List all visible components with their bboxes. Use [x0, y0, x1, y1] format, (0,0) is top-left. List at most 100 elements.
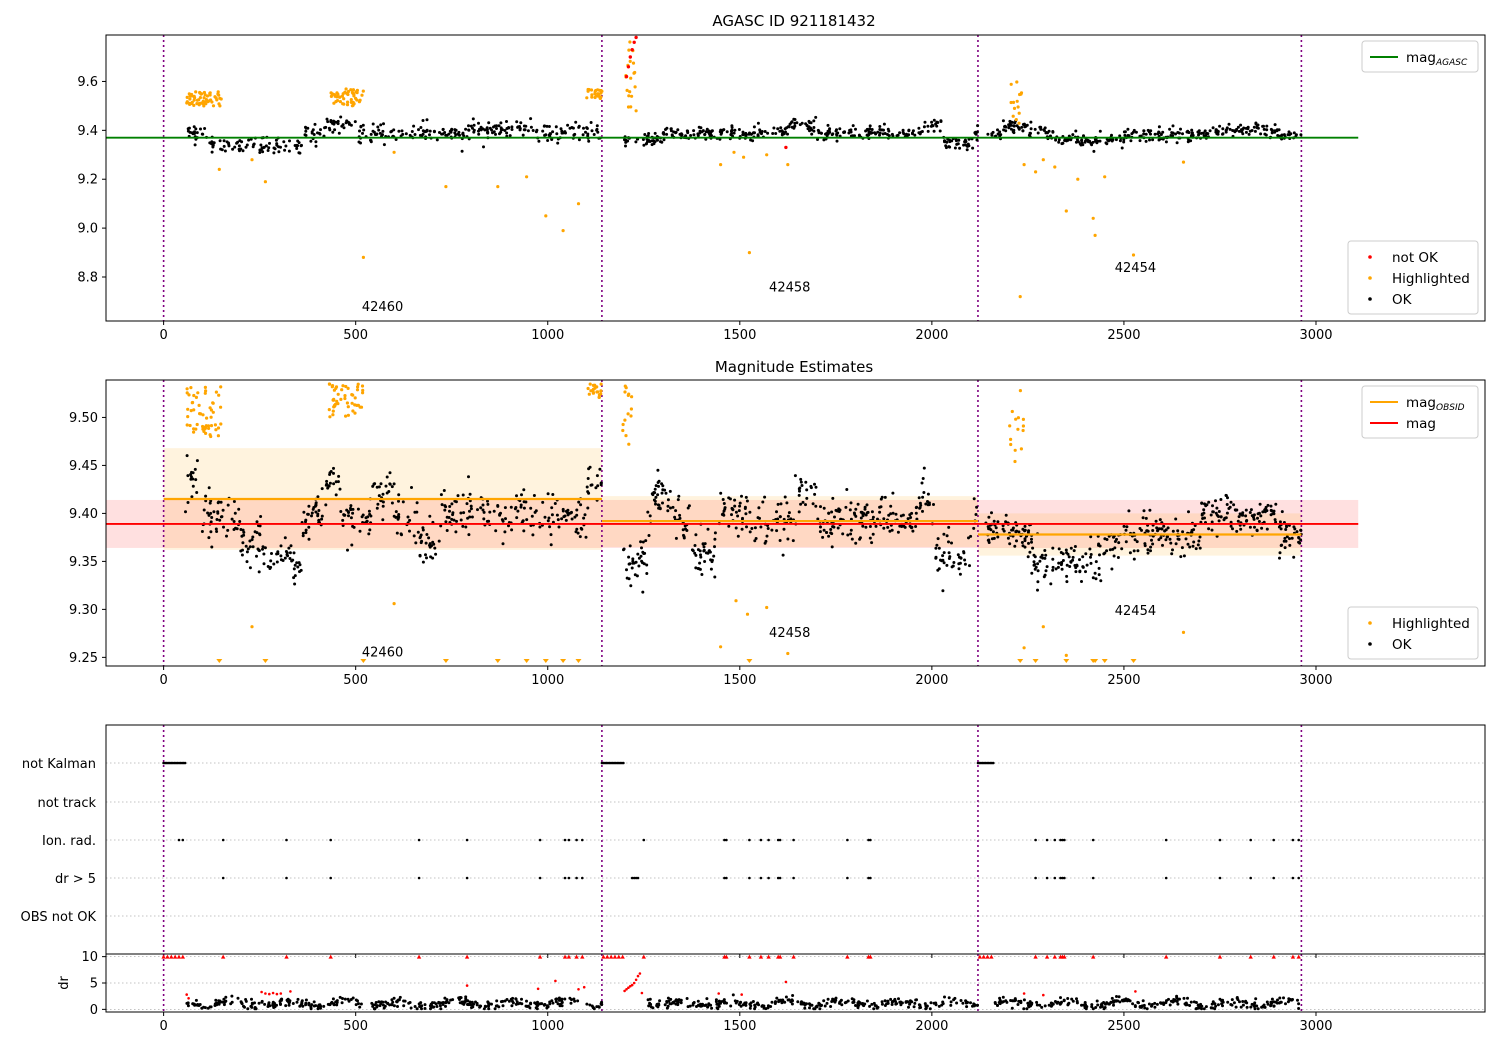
agasc-ok-point — [237, 144, 241, 148]
estimates-ok-point — [444, 520, 448, 524]
dr-ok-point — [934, 1001, 938, 1005]
estimates-ok-point — [1264, 505, 1268, 509]
agasc-ok-point — [297, 151, 301, 155]
agasc-ok-point — [585, 127, 589, 130]
estimates-ok-point — [556, 518, 560, 522]
dr-ok-point — [648, 1001, 652, 1005]
agasc-ok-point — [595, 124, 599, 128]
agasc-ok-point — [784, 130, 787, 134]
estimates-ok-point — [447, 516, 451, 519]
agasc-ok-point — [1090, 143, 1094, 147]
estimates-ok-point — [288, 557, 292, 560]
estimates-ok-point — [1064, 548, 1068, 552]
flags-point — [767, 876, 770, 880]
dr-ok-point — [357, 1002, 360, 1006]
agasc-ok-point — [412, 124, 416, 128]
agasc-ok-point — [958, 146, 962, 150]
dr-ok-point — [777, 998, 781, 1002]
agasc-ok-point — [1299, 133, 1303, 137]
estimates-ok-point — [253, 530, 257, 534]
dr-clipped-marker — [566, 954, 572, 959]
estimates-ok-point — [1094, 560, 1098, 564]
estimates-ok-point — [819, 525, 822, 529]
agasc-ok-point — [441, 127, 445, 131]
dr-ok-point — [415, 1007, 419, 1011]
estimates-ok-point — [358, 529, 362, 533]
agasc-ok-point — [519, 121, 523, 125]
dr-ok-point — [514, 1002, 518, 1006]
agasc-ok-point — [1236, 125, 1240, 129]
estimates-ok-point — [1214, 511, 1218, 515]
dr-ok-point — [260, 999, 264, 1003]
dr-red-point — [630, 983, 634, 987]
estimates-ok-point — [1252, 517, 1256, 521]
agasc-ok-point — [1186, 140, 1190, 144]
agasc-ok-point — [486, 130, 489, 134]
estimates-ok-point — [841, 532, 845, 536]
dr-ok-point — [585, 1002, 589, 1006]
agasc-ok-point — [851, 124, 855, 128]
agasc-ok-point — [267, 146, 271, 150]
estimates-ok-point — [190, 470, 193, 474]
agasc-ok-point — [535, 128, 539, 132]
dr-ok-point — [469, 1003, 473, 1007]
estimates-ok-point — [829, 528, 833, 531]
estimates-ok-point — [891, 511, 895, 515]
agasc-highlighted-point — [633, 85, 637, 89]
estimates-ok-point — [800, 484, 804, 487]
dr-ok-point — [699, 1002, 702, 1006]
agasc-highlighted-point — [587, 88, 591, 92]
panel-agasc-title: AGASC ID 921181432 — [712, 12, 875, 30]
estimates-ok-point — [1179, 555, 1183, 559]
dr-ok-point — [710, 1006, 714, 1010]
estimates-highlighted-outlier — [786, 651, 790, 656]
estimates-ok-point — [307, 504, 311, 508]
agasc-ok-point — [911, 131, 914, 135]
dr-red-point — [784, 980, 788, 984]
estimates-ok-point — [647, 534, 651, 537]
estimates-highlighted-point — [624, 434, 628, 438]
estimates-below-axis-marker — [1017, 659, 1024, 663]
estimates-ok-point — [293, 582, 297, 586]
estimates-highlighted-outlier — [250, 625, 254, 629]
agasc-highlighted-point — [596, 92, 600, 96]
estimates-ok-point — [381, 500, 385, 504]
estimates-ok-point — [629, 584, 633, 588]
estimates-ok-point — [439, 493, 443, 497]
dr-ok-point — [331, 997, 335, 1001]
flags-point — [329, 838, 333, 842]
dr-ok-point — [1055, 1001, 1059, 1005]
agasc-ok-point — [990, 133, 994, 137]
dr-ok-point — [250, 1005, 254, 1009]
estimates-ok-point — [797, 510, 801, 514]
agasc-ok-point — [223, 149, 227, 153]
estimates-ok-point — [381, 518, 385, 522]
dr-ok-point — [528, 1006, 532, 1010]
estimates-ok-point — [1093, 571, 1097, 575]
agasc-ok-point — [1092, 149, 1096, 153]
estimates-ok-point — [349, 516, 353, 520]
agasc-ok-point — [776, 127, 780, 131]
dr-ok-point — [891, 1000, 895, 1003]
estimates-ok-point — [673, 515, 677, 519]
agasc-ok-point — [187, 126, 191, 130]
estimates-ok-point — [352, 525, 356, 529]
agasc-ok-point — [1176, 131, 1180, 134]
agasc-highlighted-outlier — [392, 150, 396, 154]
dr-ok-point — [907, 1005, 910, 1009]
estimates-highlighted-point — [192, 430, 196, 434]
dr-ok-point — [1095, 999, 1099, 1003]
flags-point — [1291, 838, 1295, 842]
estimates-ok-point — [189, 477, 193, 481]
estimates-ok-point — [1285, 535, 1289, 539]
estimates-ok-point — [1272, 509, 1276, 513]
agasc-ok-point — [331, 121, 334, 125]
estimates-ok-point — [625, 576, 629, 580]
estimates-ok-point — [1091, 576, 1095, 580]
estimates-ok-point — [283, 536, 287, 540]
agasc-ok-point — [1134, 130, 1138, 134]
agasc-highlighted-outlier — [1034, 170, 1038, 174]
estimates-ok-point — [712, 554, 716, 558]
estimates-ok-point — [392, 482, 396, 486]
estimates-ok-point — [242, 530, 246, 534]
